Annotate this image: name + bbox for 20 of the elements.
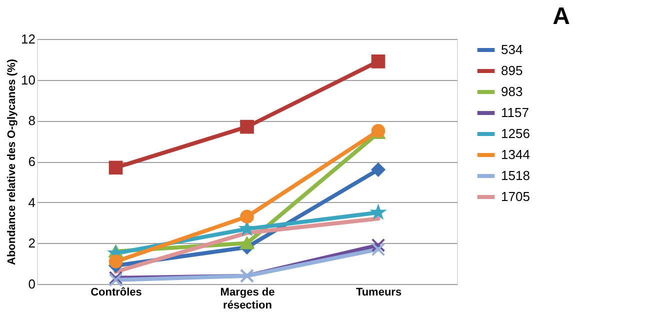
y-tick-label: 6 (28, 154, 36, 169)
x-tick-label: Tumeurs (356, 286, 402, 298)
text: A (552, 3, 570, 30)
y-tick-label: 8 (28, 113, 36, 128)
legend-label: 534 (501, 42, 523, 57)
y-tick-label: 4 (28, 194, 36, 210)
y-axis-title: Abondance relative des O-glycanes (%) (6, 58, 18, 266)
y-tick-label: 0 (28, 276, 36, 292)
y-tick-label: 12 (21, 32, 36, 46)
legend-label: 1157 (501, 105, 529, 120)
legend-label: 1518 (501, 168, 530, 183)
legend-label: 1256 (501, 126, 530, 141)
legend-label: 895 (501, 63, 523, 78)
legend-label: 983 (501, 84, 523, 99)
x-tick-label: Contrôles (90, 286, 142, 298)
legend-label: 1705 (501, 189, 530, 204)
y-tick-label: 2 (28, 236, 36, 251)
legend-label: 1344 (501, 147, 530, 162)
y-tick-label: 10 (21, 72, 36, 88)
x-tick-label: Marges de résection (220, 286, 275, 312)
